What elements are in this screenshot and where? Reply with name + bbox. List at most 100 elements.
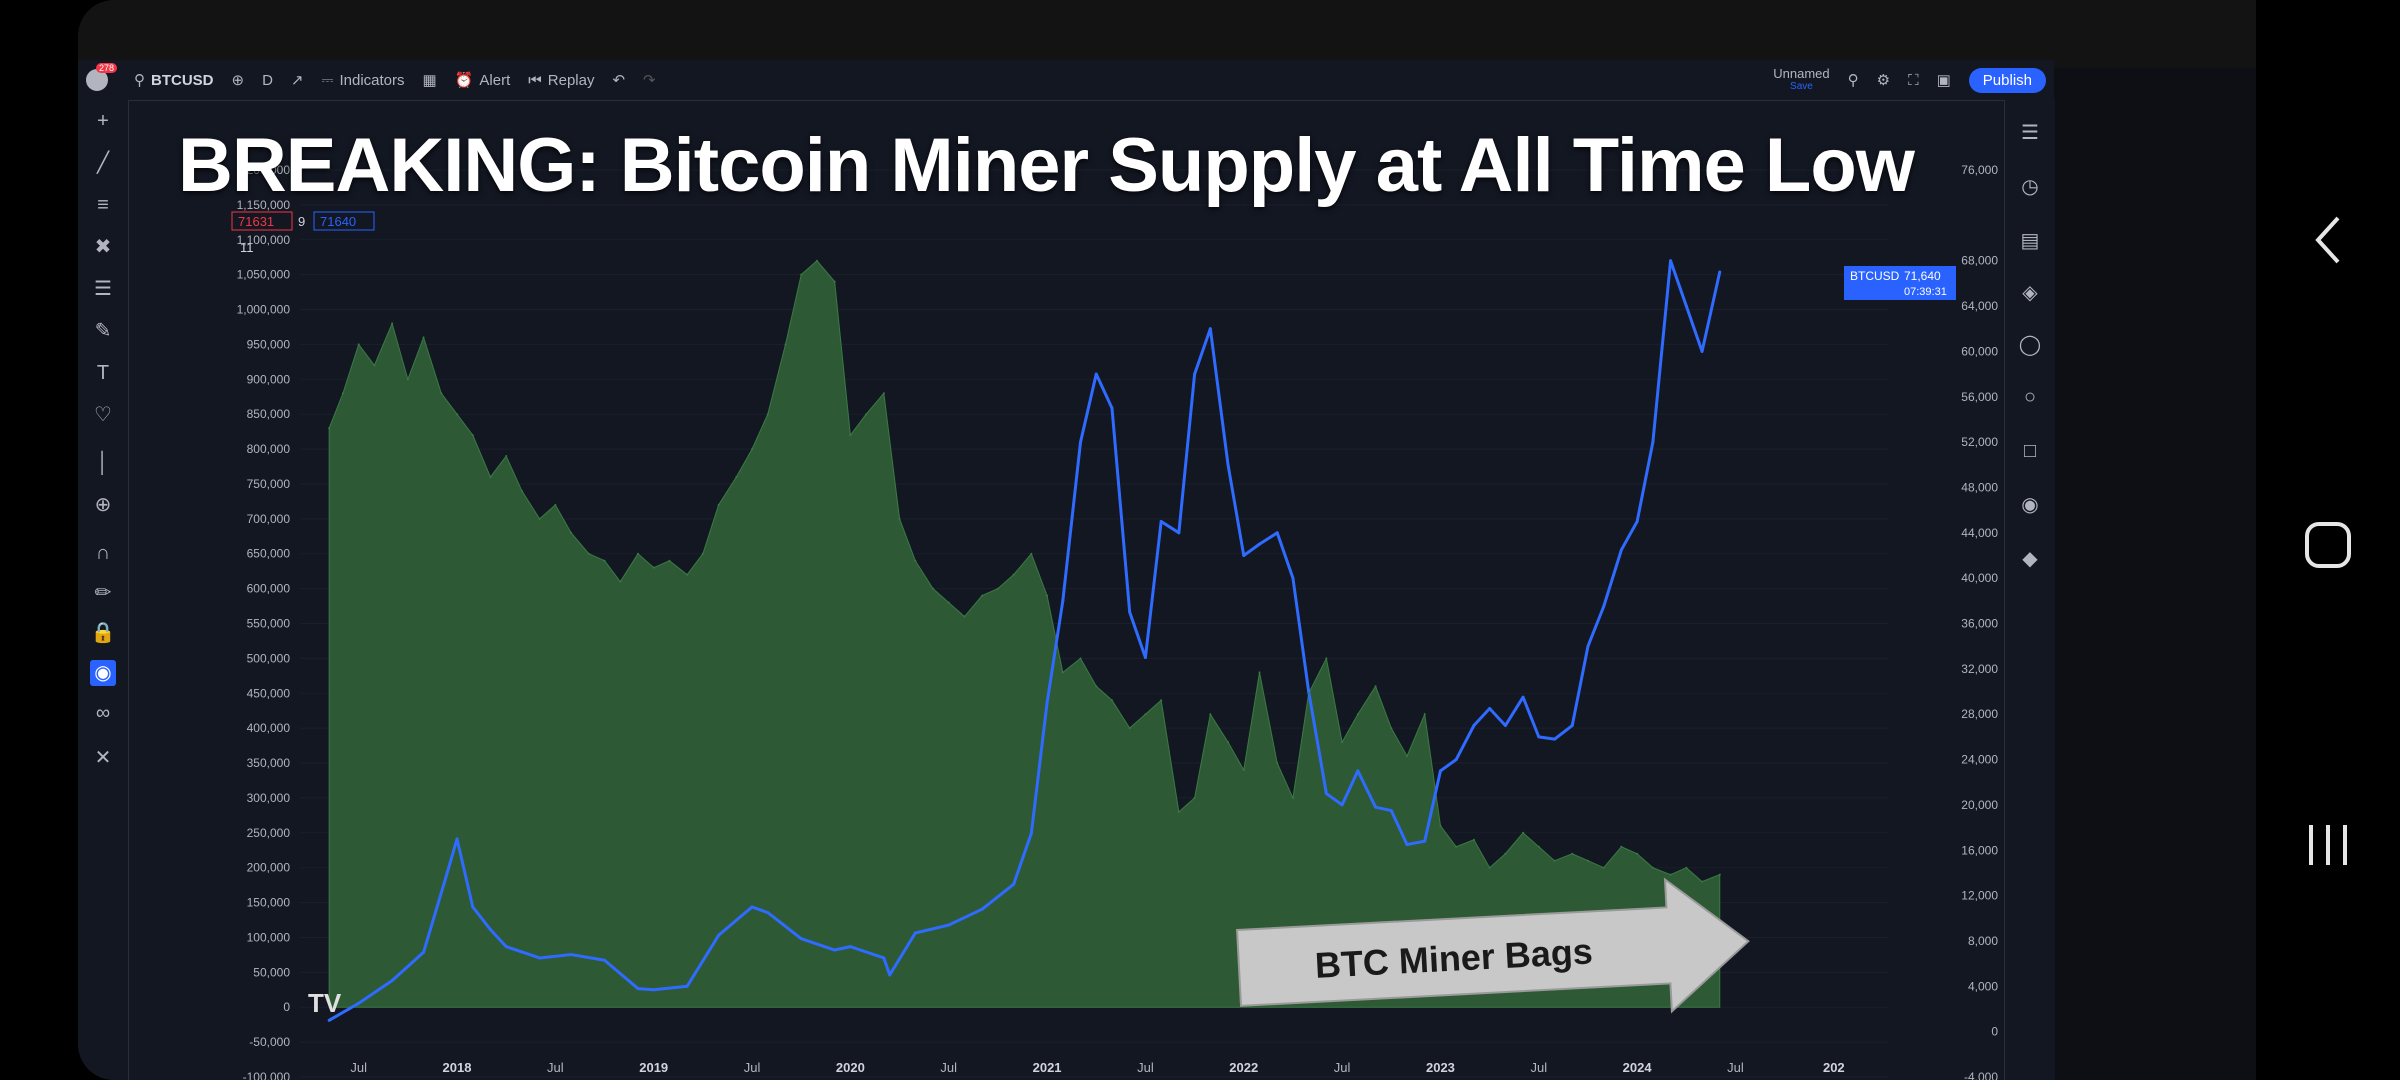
miner-supply-point (1504, 852, 1507, 855)
lock-icon[interactable]: 🔒 (90, 622, 116, 644)
crosshair-icon[interactable]: + (97, 110, 109, 132)
left-axis-tick-label: 0 (283, 1000, 290, 1014)
right-axis-tick-label: 28,000 (1961, 707, 1998, 721)
legend-count: 11 (240, 240, 254, 255)
chart-type-icon[interactable]: ↗ (290, 72, 304, 89)
miner-supply-point (603, 559, 606, 562)
zoom-icon[interactable]: ⊕ (94, 494, 112, 516)
miner-supply-point (1012, 573, 1015, 576)
pattern-icon[interactable]: ✖ (94, 236, 112, 258)
hotlist-icon[interactable]: ◯ (2018, 334, 2042, 356)
btc-price-point (1177, 531, 1181, 535)
btc-price-point (1586, 644, 1590, 648)
miner-supply-point (538, 517, 541, 520)
brush-icon[interactable]: ✎ (94, 320, 112, 342)
add-symbol-icon[interactable]: ⊕ (231, 72, 245, 89)
ruler-icon[interactable]: │ (96, 452, 110, 474)
miner-supply-point (619, 580, 622, 583)
settings-icon[interactable]: ⚙ (1876, 72, 1891, 89)
publish-button[interactable]: Publish (1968, 67, 2046, 93)
miner-supply-point (1488, 866, 1491, 869)
btc-price-point (1094, 372, 1098, 376)
btc-price-point (1454, 758, 1458, 762)
btc-price-point (504, 945, 508, 949)
undo-icon[interactable]: ↶ (612, 72, 626, 89)
miner-supply-point (652, 566, 655, 569)
miner-supply-point (357, 343, 360, 346)
btc-price-point (685, 984, 689, 988)
help-icon[interactable]: ◉ (2021, 494, 2039, 516)
replay-button[interactable]: ⏮ Replay (528, 71, 595, 89)
left-axis-tick-label: 50,000 (253, 965, 290, 979)
trend-line-icon[interactable]: ╱ (96, 152, 110, 174)
btc-price-line (328, 259, 1722, 1022)
btc-price-point (1389, 809, 1393, 813)
btc-price-point (422, 950, 426, 954)
left-axis-tick-label: 600,000 (247, 582, 291, 596)
miner-supply-point (636, 552, 639, 555)
layers-icon[interactable]: ◈ (2022, 282, 2038, 304)
miner-supply-point (1390, 727, 1393, 730)
indicators-button[interactable]: ⎓ Indicators (321, 71, 405, 89)
time-axis-tick-label: 2023 (1426, 1060, 1455, 1075)
right-sidebar: ☰ ◷ ▤ ◈ ◯ ○ □ ◉ ◆ (2004, 100, 2055, 1080)
back-icon[interactable] (2256, 200, 2400, 280)
btc-price-point (1128, 610, 1132, 614)
btc-price-point (750, 905, 754, 909)
layout-name[interactable]: Unnamed Save (1773, 66, 1830, 92)
redo-icon[interactable]: ↷ (643, 72, 656, 89)
miner-supply-point (784, 343, 787, 346)
miner-supply-point (1439, 824, 1442, 827)
btc-price-point (1258, 542, 1262, 546)
chart-area[interactable]: 1,200,000 1,150,000 1,100,000 1,050,000 1,00… (128, 100, 2004, 1080)
right-axis-tick-label: 56,000 (1961, 390, 1998, 404)
miner-supply-point (1193, 796, 1196, 799)
link-icon[interactable]: ∞ (95, 702, 111, 724)
btc-price-point (390, 979, 394, 983)
miner-supply-point (717, 503, 720, 506)
android-nav-bar (2256, 0, 2400, 1080)
right-axis-tick-label: 24,000 (1961, 753, 1998, 767)
left-axis-tick-label: -50,000 (249, 1035, 290, 1049)
recent-apps-icon[interactable] (2256, 805, 2400, 885)
time-axis-tick-label: 2022 (1229, 1060, 1258, 1075)
home-icon[interactable] (2256, 505, 2400, 585)
btc-price-point (488, 928, 492, 932)
quick-search-icon[interactable]: ⚲ (1847, 72, 1859, 89)
left-axis-tick-label: 950,000 (247, 337, 291, 351)
layouts-icon[interactable]: ▦ (422, 72, 437, 89)
trash-icon[interactable]: ✕ (94, 747, 112, 769)
alert-button[interactable]: ⏰ Alert (454, 71, 511, 90)
fullscreen-icon[interactable]: ⛶ (1908, 71, 1919, 89)
interval-button[interactable]: D (262, 71, 273, 89)
stay-drawing-icon[interactable]: ✏ (94, 582, 112, 604)
forecast-icon[interactable]: ☰ (94, 278, 112, 300)
right-axis-tick-label: 64,000 (1961, 299, 1998, 313)
miner-supply-point (391, 322, 394, 325)
miner-supply-point (882, 392, 885, 395)
camera-icon[interactable]: ▣ (1936, 72, 1951, 89)
chat-icon[interactable]: □ (2023, 440, 2037, 462)
news-icon[interactable]: ▤ (2020, 230, 2040, 252)
btc-price-point (1669, 259, 1673, 263)
miner-supply-point (981, 594, 984, 597)
heart-icon[interactable]: ♡ (94, 404, 112, 426)
miner-supply-point (898, 517, 901, 520)
btc-price-point (1143, 656, 1147, 660)
symbol-search[interactable]: ⚲ BTCUSD (134, 71, 214, 90)
miner-supply-point (1685, 866, 1688, 869)
btc-price-point (1570, 724, 1574, 728)
miner-supply-point (849, 434, 852, 437)
magnet-icon[interactable]: ∩ (95, 542, 111, 564)
btc-price-point (833, 948, 837, 952)
text-icon[interactable]: T (96, 362, 110, 384)
fib-icon[interactable]: ≡ (97, 194, 109, 216)
btc-price-point (1553, 737, 1557, 741)
hide-drawings-icon[interactable]: ◉ (90, 660, 116, 686)
notifications-icon[interactable]: ◆ (2022, 548, 2038, 570)
clock-icon[interactable]: ◷ (2021, 176, 2039, 198)
miner-supply-point (456, 413, 459, 416)
time-axis-tick-label: Jul (744, 1060, 761, 1075)
watchlist-icon[interactable]: ☰ (2021, 122, 2039, 144)
ideas-icon[interactable]: ○ (2023, 386, 2037, 408)
